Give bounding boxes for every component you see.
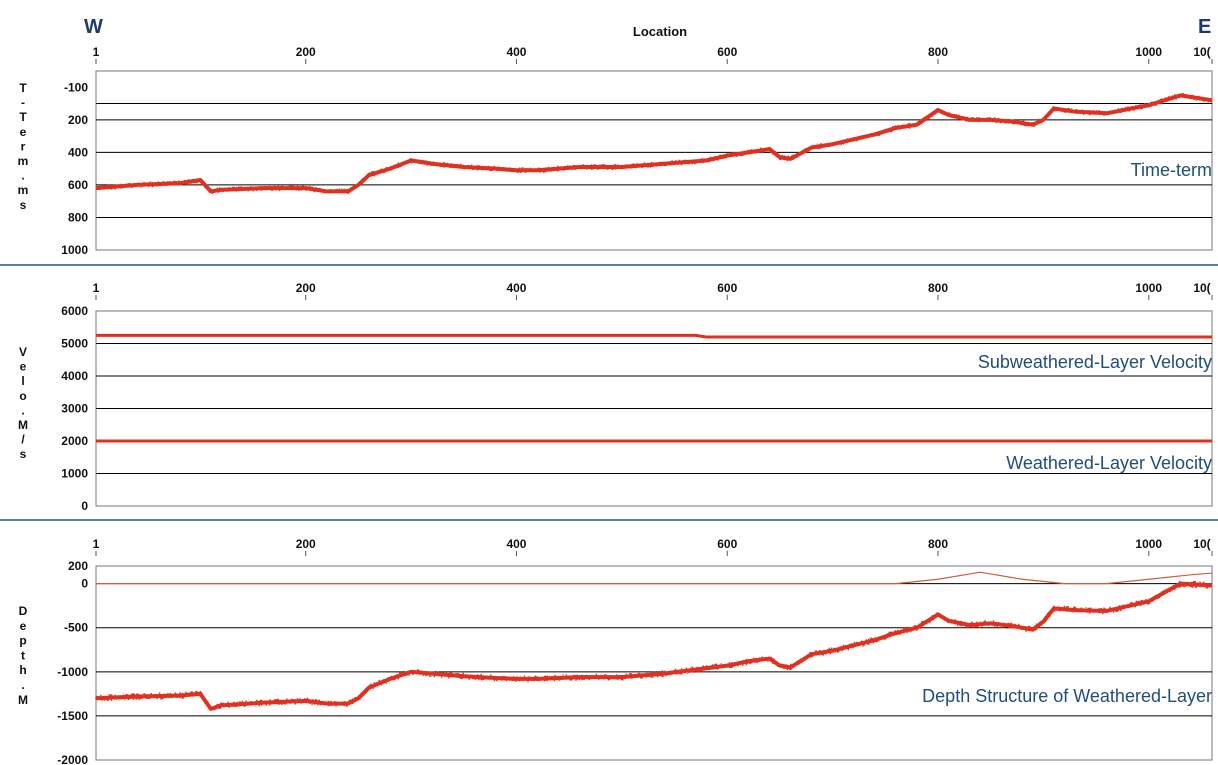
x-tick-label: 200 [296,537,316,551]
y-axis-label-char: m [18,154,29,168]
gridlines [96,103,1212,218]
x-axis-title: Location [633,24,687,39]
y-tick-label: 200 [68,559,88,573]
y-axis-label-char: . [21,678,24,692]
y-axis-label-char: / [21,433,25,447]
y-axis-label-char: V [19,345,27,359]
series-marks [95,571,1213,711]
weathered-velocity-annotation: Weathered-Layer Velocity [1006,453,1212,473]
x-tick-label: 400 [506,281,526,295]
series-band [95,92,1212,195]
surface-line [96,571,1213,585]
y-axis-label-char: - [21,96,25,110]
y-axis-label-char: e [20,360,27,374]
y-axis-label-char: . [21,403,24,417]
x-tick-label: 1000 [1135,281,1162,295]
y-axis-label-char: s [20,198,27,212]
plot-frame [95,565,1213,761]
y-axis-label-char: m [18,183,29,197]
y-tick-label: 600 [68,178,88,192]
x-tick-label: 800 [928,537,948,551]
x-tick-label: 10( [1193,281,1210,295]
x-tick-label: 1 [93,281,100,295]
x-tick-label: 10( [1193,45,1210,59]
y-axis-label-char: e [20,125,27,139]
x-tick-label: 200 [296,281,316,295]
x-tick-label: 1 [93,537,100,551]
x-tick-label: 1000 [1135,537,1162,551]
y-axis-label: Depth.M [18,604,28,707]
series-line [95,93,1213,194]
y-axis-label-char: r [21,139,26,153]
subweathered-velocity-annotation: Subweathered-Layer Velocity [978,352,1212,372]
y-tick-labels: 6000 5000 4000 3000 2000 1000 0 [61,304,88,513]
y-tick-label: 800 [68,210,88,224]
series-marks [95,92,1213,195]
x-tick-label: 10( [1193,537,1210,551]
y-axis-label-char: D [19,604,28,618]
y-tick-label: 0 [81,577,88,591]
y-tick-label: -1000 [57,665,88,679]
y-axis-label-char: t [21,648,25,662]
y-tick-label: 3000 [61,402,88,416]
y-axis-label-char: s [20,447,27,461]
y-tick-label: 1000 [61,243,88,257]
x-tick-label: 1 [93,45,100,59]
plot-frame [95,70,1213,251]
x-tick-label: 400 [506,45,526,59]
x-tick-label: 200 [296,45,316,59]
y-tick-label: 2000 [61,434,88,448]
time-term-panel: 1 200 400 600 800 1000 10( -100 200 400 600 800 100… [18,45,1213,257]
y-axis-label-char: . [21,169,24,183]
y-axis-label-char: o [19,389,26,403]
y-axis-label-char: M [18,693,28,707]
series-line [96,333,1212,339]
y-axis-label-char: M [18,418,28,432]
x-tick-label: 1000 [1135,45,1162,59]
x-tick-label: 600 [717,45,737,59]
y-tick-label: 400 [68,145,88,159]
x-tick-labels: 1 200 400 600 800 1000 10( [93,45,1213,64]
y-tick-label: 6000 [61,304,88,318]
y-axis-label-char: T [19,110,27,124]
y-tick-label: 0 [81,499,88,513]
x-tick-label: 800 [928,45,948,59]
y-tick-label: 200 [68,113,88,127]
y-axis-label-char: T [19,81,27,95]
y-tick-label: -100 [64,80,88,94]
y-tick-label: -1500 [57,709,88,723]
y-tick-label: 5000 [61,337,88,351]
y-tick-label: 4000 [61,369,88,383]
x-tick-label: 800 [928,281,948,295]
y-tick-labels: -100 200 400 600 800 1000 [61,80,88,257]
velocity-panel: 1 200 400 600 800 1000 10( 6000 5000 4000 3000 200… [18,281,1213,513]
x-tick-labels: 1 200 400 600 800 1000 10( [93,281,1213,300]
west-label: W [84,16,103,38]
y-axis-label-char: l [21,374,24,388]
series-line [95,581,1213,711]
y-axis-label-char: e [20,619,27,633]
x-tick-label: 400 [506,537,526,551]
y-tick-label: 1000 [61,467,88,481]
y-axis-label: Velo.M/s [18,345,28,461]
y-tick-label: -500 [64,621,88,635]
x-tick-labels: 1 200 400 600 800 1000 10( [93,537,1213,556]
y-axis-label-char: h [19,663,26,677]
y-tick-labels: 200 0 -500 -1000 -1500 -2000 [57,559,88,765]
depth-panel: 1 200 400 600 800 1000 10( 200 0 -500 -1000 -1500 -… [18,537,1213,765]
time-term-annotation: Time-term [1131,160,1212,180]
x-tick-label: 600 [717,281,737,295]
depth-structure-annotation: Depth Structure of Weathered-Layer [922,686,1212,706]
x-tick-label: 600 [717,537,737,551]
y-tick-label: -2000 [57,753,88,765]
y-axis-label-char: p [19,634,26,648]
series-marks [96,333,1212,443]
east-label: E [1198,16,1211,38]
